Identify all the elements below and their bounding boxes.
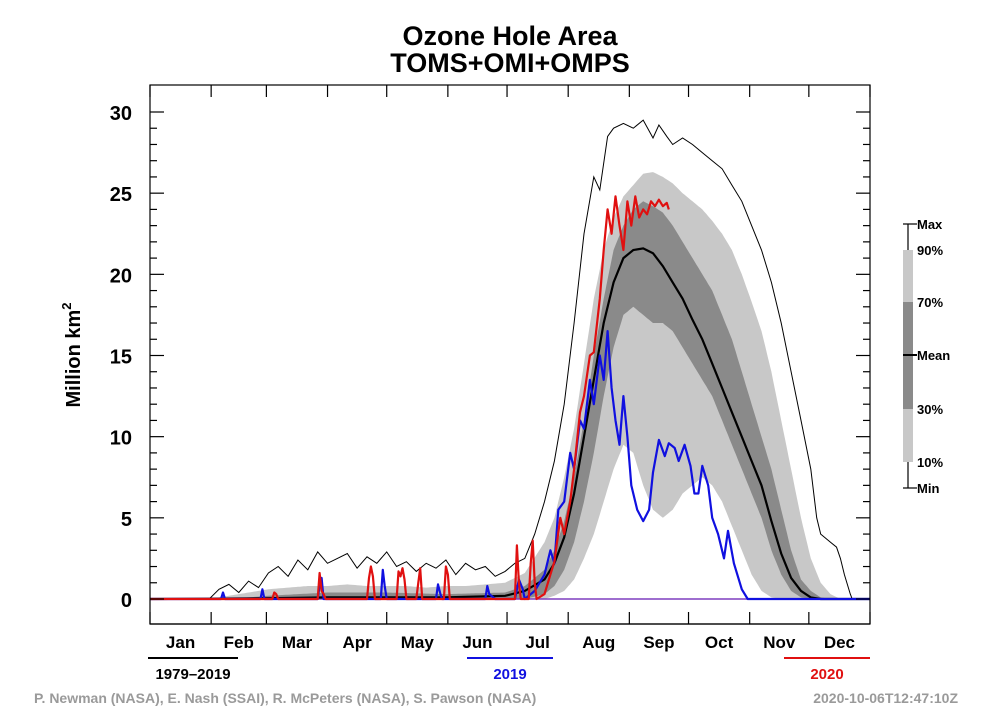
series-legend-label: 2020	[810, 666, 843, 683]
legend-label-min: Min	[917, 481, 939, 496]
percentile-legend: Max 90% 70% Mean 30% 10% Min	[903, 217, 950, 496]
timestamp-text: 2020-10-06T12:47:10Z	[813, 690, 958, 706]
series-2020-line	[150, 195, 670, 601]
y-tick-label: 25	[110, 184, 132, 206]
chart-subtitle: TOMS+OMI+OMPS	[390, 48, 630, 78]
plot-frame: 0 5 10 15 20 25 30 Jan Feb Mar Apr May Jun Jul Aug Sep O…	[110, 84, 871, 652]
x-tick-label-aug: Aug	[582, 633, 615, 652]
x-tick-label-jun: Jun	[462, 633, 492, 652]
legend-label-70pct: 70%	[917, 295, 943, 310]
x-tick-label-jan: Jan	[166, 633, 195, 652]
x-tick-label-nov: Nov	[763, 633, 796, 652]
series-lines	[149, 119, 870, 601]
x-tick-label-jul: Jul	[525, 633, 550, 652]
x-tick-label-apr: Apr	[342, 633, 372, 652]
legend-label-max: Max	[917, 217, 943, 232]
credits-text: P. Newman (NASA), E. Nash (SSAI), R. McP…	[34, 690, 537, 706]
x-tick-label-may: May	[401, 633, 435, 652]
x-tick-label-sep: Sep	[643, 633, 674, 652]
y-tick-label: 5	[121, 509, 132, 531]
y-axis-label-superscript: 2	[59, 302, 74, 309]
band-10-90	[150, 172, 870, 599]
legend-label-30pct: 30%	[917, 402, 943, 417]
x-tick-label-oct: Oct	[705, 633, 734, 652]
y-tick-label: 15	[110, 347, 132, 369]
y-tick-label: 30	[110, 103, 132, 125]
y-tick-label: 20	[110, 265, 132, 287]
chart-title: Ozone Hole Area	[402, 21, 618, 51]
y-axis-label: Million km2	[59, 302, 85, 407]
series-max-line	[150, 119, 853, 600]
x-tick-label-mar: Mar	[282, 633, 313, 652]
y-tick-label: 10	[110, 428, 132, 450]
legend-label-90pct: 90%	[917, 243, 943, 258]
series-mean-line	[149, 247, 870, 601]
x-tick-label-feb: Feb	[224, 633, 254, 652]
series-legend: 1979–2019 2019 2020	[148, 657, 870, 683]
series-legend-label: 2019	[493, 666, 526, 683]
legend-label-10pct: 10%	[917, 455, 943, 470]
percentile-bands	[150, 172, 870, 600]
legend-label-mean: Mean	[917, 348, 950, 363]
y-tick-label: 0	[121, 590, 132, 612]
series-2019-line	[150, 330, 870, 601]
band-30-70	[150, 201, 870, 600]
series-legend-label: 1979–2019	[155, 666, 230, 683]
x-tick-label-dec: Dec	[824, 633, 855, 652]
